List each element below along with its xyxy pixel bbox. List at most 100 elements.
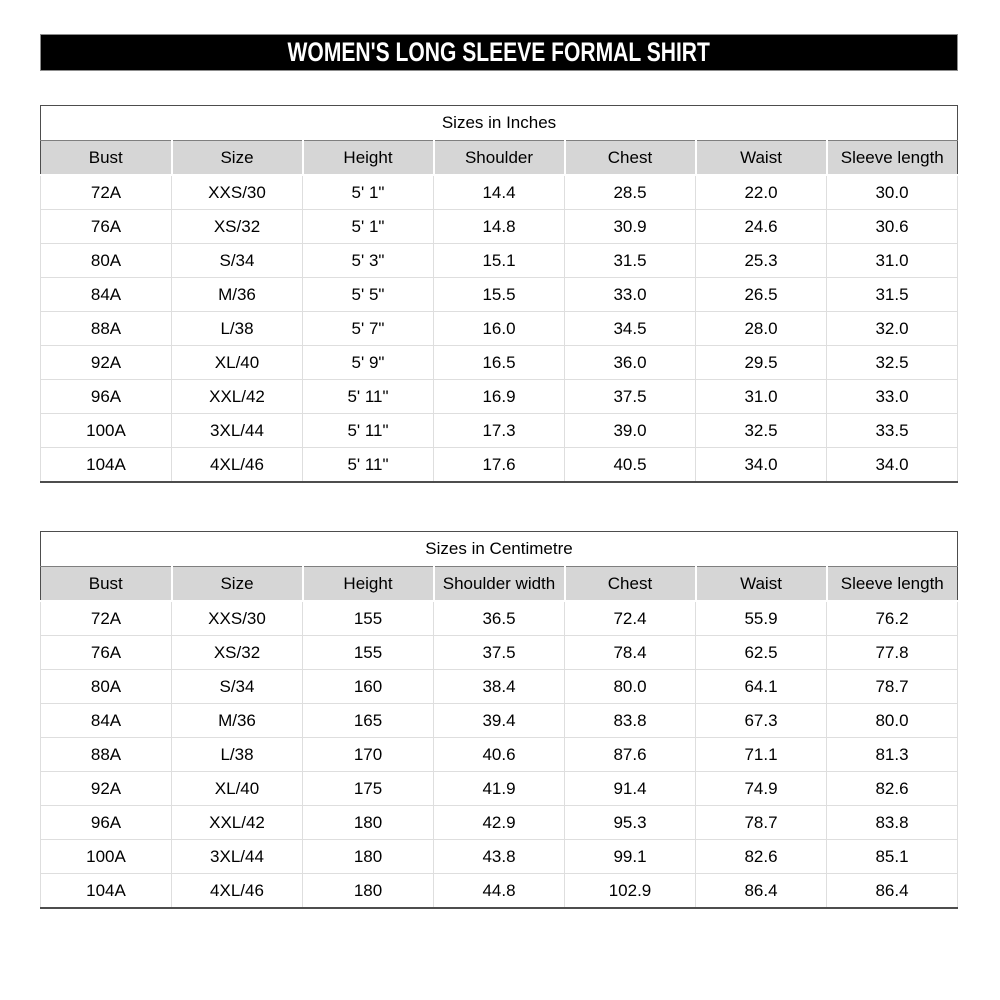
table-row: 88A L/38 170 40.6 87.6 71.1 81.3 [40, 737, 958, 772]
table-cell: 32.0 [826, 311, 958, 346]
table-row: 96A XXL/42 180 42.9 95.3 78.7 83.8 [40, 805, 958, 840]
table-cell: 16.0 [433, 311, 565, 346]
table-cell: 85.1 [826, 839, 958, 874]
table-cell: 76A [40, 209, 172, 244]
table-cell: 95.3 [564, 805, 696, 840]
table-cell: 15.5 [433, 277, 565, 312]
table-cell: 4XL/46 [171, 447, 303, 483]
table-cell: 36.0 [564, 345, 696, 380]
column-header: Height [301, 140, 435, 176]
table-cell: 33.5 [826, 413, 958, 448]
sizes-in-inches-section: Sizes in Inches Bust Size Height Shoulder Ch… [40, 105, 958, 483]
table-cell: 180 [302, 805, 434, 840]
table-cell: 180 [302, 839, 434, 874]
table-cell: 78.4 [564, 635, 696, 670]
table-cell: 41.9 [433, 771, 565, 806]
table-cell: 34.0 [695, 447, 827, 483]
table-cell: 17.6 [433, 447, 565, 483]
product-title-bar: WOMEN'S LONG SLEEVE FORMAL SHIRT [40, 34, 958, 71]
table-cell: 5' 1" [302, 209, 434, 244]
table-cell: 16.5 [433, 345, 565, 380]
column-header: Shoulder [432, 140, 566, 176]
table-cell: L/38 [171, 737, 303, 772]
table-cell: 175 [302, 771, 434, 806]
sizes-in-centimetre-table: Sizes in Centimetre Bust Size Height Should… [40, 531, 958, 909]
table-title-row: Sizes in Inches [40, 105, 958, 141]
table-cell: 39.4 [433, 703, 565, 738]
table-cell: 62.5 [695, 635, 827, 670]
table-cell: 71.1 [695, 737, 827, 772]
table-cell: 5' 11" [302, 379, 434, 414]
table-cell: 91.4 [564, 771, 696, 806]
table-row: 104A 4XL/46 180 44.8 102.9 86.4 86.4 [40, 873, 958, 909]
table-cell: 25.3 [695, 243, 827, 278]
table-cell: 26.5 [695, 277, 827, 312]
table-cell: 67.3 [695, 703, 827, 738]
table-cell: 180 [302, 873, 434, 909]
table-cell: 155 [302, 635, 434, 670]
table-cell: 15.1 [433, 243, 565, 278]
table-cell: 72A [40, 175, 172, 210]
table-row: 100A 3XL/44 180 43.8 99.1 82.6 85.1 [40, 839, 958, 874]
table-cell: 38.4 [433, 669, 565, 704]
table-cell: 92A [40, 345, 172, 380]
table-cell: 4XL/46 [171, 873, 303, 909]
table-cell: 80A [40, 243, 172, 278]
table-cell: 33.0 [826, 379, 958, 414]
table-cell: XXS/30 [171, 175, 303, 210]
table-cell: 42.9 [433, 805, 565, 840]
table-cell: 5' 9" [302, 345, 434, 380]
table-cell: XXL/42 [171, 805, 303, 840]
table-cell: 74.9 [695, 771, 827, 806]
table-cell: 104A [40, 873, 172, 909]
table-cell: 31.5 [826, 277, 958, 312]
table-cell: 96A [40, 379, 172, 414]
table-cell: 83.8 [564, 703, 696, 738]
table-cell: 5' 3" [302, 243, 434, 278]
table-title: Sizes in Inches [40, 105, 958, 141]
table-cell: 5' 11" [302, 447, 434, 483]
table-cell: M/36 [171, 703, 303, 738]
table-cell: 14.4 [433, 175, 565, 210]
table-cell: XL/40 [171, 771, 303, 806]
table-cell: L/38 [171, 311, 303, 346]
table-cell: 31.0 [826, 243, 958, 278]
table-cell: 32.5 [826, 345, 958, 380]
table-cell: 165 [302, 703, 434, 738]
table-cell: XXS/30 [171, 601, 303, 636]
table-cell: 43.8 [433, 839, 565, 874]
table-cell: 78.7 [826, 669, 958, 704]
table-cell: 3XL/44 [171, 839, 303, 874]
table-cell: 100A [40, 839, 172, 874]
column-header: Sleeve length [825, 140, 958, 176]
table-cell: XS/32 [171, 635, 303, 670]
column-header-row: Bust Size Height Shoulder Chest Waist Sleeve l… [40, 140, 958, 176]
table-cell: 5' 7" [302, 311, 434, 346]
column-header: Chest [563, 140, 697, 176]
table-row: 80A S/34 5' 3" 15.1 31.5 25.3 31.0 [40, 243, 958, 278]
table-cell: 3XL/44 [171, 413, 303, 448]
column-header: Chest [563, 566, 697, 602]
table-cell: 22.0 [695, 175, 827, 210]
table-title: Sizes in Centimetre [40, 531, 958, 567]
table-cell: 102.9 [564, 873, 696, 909]
table-row: 76A XS/32 5' 1" 14.8 30.9 24.6 30.6 [40, 209, 958, 244]
table-body: 72A XXS/30 155 36.5 72.4 55.9 76.2 76A XS/32 155 3… [40, 601, 958, 909]
column-header: Waist [694, 140, 828, 176]
table-cell: 5' 11" [302, 413, 434, 448]
table-cell: 34.5 [564, 311, 696, 346]
table-cell: 33.0 [564, 277, 696, 312]
table-cell: 64.1 [695, 669, 827, 704]
table-cell: 37.5 [564, 379, 696, 414]
table-row: 92A XL/40 5' 9" 16.5 36.0 29.5 32.5 [40, 345, 958, 380]
table-title-row: Sizes in Centimetre [40, 531, 958, 567]
table-cell: 104A [40, 447, 172, 483]
sizes-in-inches-table: Sizes in Inches Bust Size Height Shoulder Ch… [40, 105, 958, 483]
column-header: Size [170, 566, 304, 602]
table-cell: 87.6 [564, 737, 696, 772]
table-cell: XS/32 [171, 209, 303, 244]
table-cell: 30.6 [826, 209, 958, 244]
table-row: 104A 4XL/46 5' 11" 17.6 40.5 34.0 34.0 [40, 447, 958, 483]
table-cell: 80A [40, 669, 172, 704]
table-cell: 96A [40, 805, 172, 840]
